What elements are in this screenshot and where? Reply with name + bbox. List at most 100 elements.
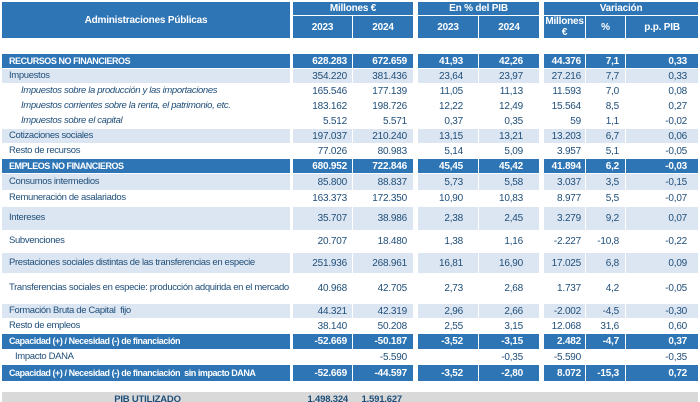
table-header: Administraciones Públicas Millones € En … bbox=[2, 2, 699, 39]
cell: 1,16 bbox=[479, 231, 545, 253]
cell: 381.436 bbox=[353, 69, 419, 84]
cell: -0,02 bbox=[626, 114, 699, 129]
cell: 16,90 bbox=[479, 253, 545, 274]
row-label: Impuestos sobre la producción y las impo… bbox=[2, 84, 293, 99]
cell: -3,52 bbox=[418, 365, 480, 382]
table-row: Prestaciones sociales distintas de las t… bbox=[2, 253, 699, 274]
column-header-2024-pct: 2024 bbox=[479, 16, 545, 39]
column-header-administraciones: Administraciones Públicas bbox=[2, 2, 293, 39]
table-row: Impacto DANA -5.590 -0,35 -5.590 -0,35 bbox=[2, 350, 699, 365]
row-label: Transferencias sociales en especie: prod… bbox=[2, 274, 293, 304]
cell: -52.669 bbox=[293, 365, 353, 382]
cell: 1,38 bbox=[418, 231, 480, 253]
table-row: Impuestos 354.220 381.436 23,64 23,97 27.216 7… bbox=[2, 69, 699, 84]
row-label: Impuestos corrientes sobre la renta, el … bbox=[2, 99, 293, 114]
row-label: Cotizaciones sociales bbox=[2, 129, 293, 144]
cell: 9,2 bbox=[586, 207, 627, 231]
table-row: Intereses 35.707 38.986 2,38 2,45 3.279 9,2 0,0… bbox=[2, 207, 699, 231]
cell: -52.669 bbox=[293, 334, 353, 350]
cell: 42.705 bbox=[353, 274, 419, 304]
row-label: Impacto DANA bbox=[2, 350, 293, 365]
cell: 354.220 bbox=[293, 69, 353, 84]
cell: 8.072 bbox=[544, 365, 587, 382]
cell: -10,8 bbox=[586, 231, 627, 253]
row-label: Impuestos sobre el capital bbox=[2, 114, 293, 129]
cell: 3.279 bbox=[544, 207, 587, 231]
cell: 0,08 bbox=[626, 84, 699, 99]
cell: 59 bbox=[544, 114, 587, 129]
cell: 3.037 bbox=[544, 174, 587, 191]
cell: 42.319 bbox=[353, 304, 419, 319]
cell: 42,26 bbox=[479, 54, 545, 69]
row-label: Resto de empleos bbox=[2, 319, 293, 334]
cell: 672.659 bbox=[353, 54, 419, 69]
table-row: Formación Bruta de Capital fijo 44.321 42.… bbox=[2, 304, 699, 319]
cell: 0,33 bbox=[626, 69, 699, 84]
cell: 5,09 bbox=[479, 144, 545, 159]
pib-utilizado-label: PIB UTILIZADO bbox=[2, 392, 293, 402]
cell: 5,14 bbox=[418, 144, 480, 159]
column-header-2024-millones: 2024 bbox=[353, 16, 419, 39]
cell: 11.593 bbox=[544, 84, 587, 99]
table-row: RECURSOS NO FINANCIEROS 628.283 672.659 41,… bbox=[2, 54, 699, 69]
column-group-variacion: Variación bbox=[544, 2, 699, 16]
row-label: Prestaciones sociales distintas de las t… bbox=[2, 253, 293, 274]
column-header-var-pp-pib: p.p. PIB bbox=[626, 16, 699, 39]
cell: 2,66 bbox=[479, 304, 545, 319]
column-header-var-pct: % bbox=[586, 16, 627, 39]
cell: 0,37 bbox=[418, 114, 480, 129]
table-row: Transferencias sociales en especie: prod… bbox=[2, 274, 699, 304]
column-group-pct-pib: En % del PIB bbox=[418, 2, 545, 16]
row-label: Remuneración de asalariados bbox=[2, 191, 293, 207]
cell: 11,13 bbox=[479, 84, 545, 99]
column-header-2023-pct: 2023 bbox=[418, 16, 480, 39]
pib-footer: PIB UTILIZADO 1.498.324 1.591.627 bbox=[2, 392, 698, 402]
cell: -0,05 bbox=[626, 144, 699, 159]
row-label: Capacidad (+) / Necesidad (-) de financi… bbox=[2, 365, 293, 382]
cell: 2,68 bbox=[479, 274, 545, 304]
cell: 0,33 bbox=[626, 54, 699, 69]
cell: -0,07 bbox=[626, 191, 699, 207]
cell: 13,15 bbox=[418, 129, 480, 144]
cell: 210.240 bbox=[353, 129, 419, 144]
table-row: Resto de recursos 77.026 80.983 5,14 5,09 3.9… bbox=[2, 144, 699, 159]
cell: 0,60 bbox=[626, 319, 699, 334]
cell: 17.025 bbox=[544, 253, 587, 274]
cell: 40.968 bbox=[293, 274, 353, 304]
table-row: Capacidad (+) / Necesidad (-) de financi… bbox=[2, 334, 699, 350]
cell: 3.957 bbox=[544, 144, 587, 159]
table-body: RECURSOS NO FINANCIEROS 628.283 672.659 41,… bbox=[2, 39, 699, 382]
cell: 0,09 bbox=[626, 253, 699, 274]
cell: 5,5 bbox=[586, 191, 627, 207]
table-row: Remuneración de asalariados 163.373 172.35… bbox=[2, 191, 699, 207]
cell: 0,07 bbox=[626, 207, 699, 231]
cell: -3,15 bbox=[479, 334, 545, 350]
pib-2023-value: 1.498.324 bbox=[293, 392, 353, 402]
cell: -0,22 bbox=[626, 231, 699, 253]
cell: 11,05 bbox=[418, 84, 480, 99]
cell: 5.571 bbox=[353, 114, 419, 129]
cell: -4,5 bbox=[586, 304, 627, 319]
cell: 12,49 bbox=[479, 99, 545, 114]
table-row: Impuestos sobre el capital 5.512 5.571 0,37… bbox=[2, 114, 699, 129]
cell: -2.002 bbox=[544, 304, 587, 319]
cell: -44.597 bbox=[353, 365, 419, 382]
cell: 172.350 bbox=[353, 191, 419, 207]
cell: 88.837 bbox=[353, 174, 419, 191]
cell bbox=[418, 350, 480, 365]
cell: 198.726 bbox=[353, 99, 419, 114]
cell: 183.162 bbox=[293, 99, 353, 114]
cell: 27.216 bbox=[544, 69, 587, 84]
cell: 85.800 bbox=[293, 174, 353, 191]
cell: -4,7 bbox=[586, 334, 627, 350]
cell: 50.208 bbox=[353, 319, 419, 334]
cell: 1.737 bbox=[544, 274, 587, 304]
cell: 13.203 bbox=[544, 129, 587, 144]
cell: 5.512 bbox=[293, 114, 353, 129]
cell: -5.590 bbox=[353, 350, 419, 365]
cell: 0,35 bbox=[479, 114, 545, 129]
cell: 20.707 bbox=[293, 231, 353, 253]
row-label: Capacidad (+) / Necesidad (-) de financi… bbox=[2, 334, 293, 350]
cell bbox=[293, 350, 353, 365]
cell: 2,96 bbox=[418, 304, 480, 319]
